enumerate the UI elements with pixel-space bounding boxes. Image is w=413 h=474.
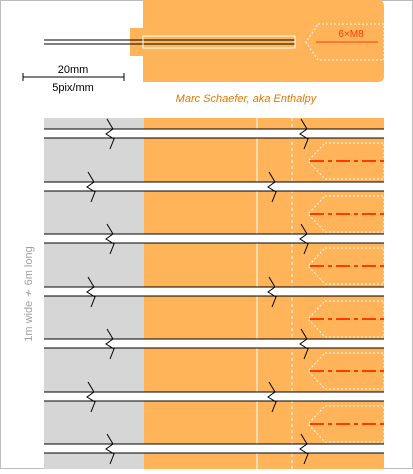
bolt-symbols bbox=[307, 142, 385, 443]
bar-strip bbox=[44, 234, 384, 243]
scale-length-label: 20mm bbox=[58, 64, 89, 76]
break-symbol bbox=[267, 381, 277, 413]
scale-ratio-label: 5pix/mm bbox=[52, 82, 94, 94]
break-symbol bbox=[267, 276, 277, 308]
joint-row bbox=[44, 223, 384, 255]
break-symbol bbox=[299, 118, 309, 150]
bolt-outline bbox=[307, 247, 385, 285]
bolt-outline bbox=[307, 300, 385, 338]
bar-end-detail: 6×M8 bbox=[44, 0, 385, 82]
break-symbol bbox=[299, 328, 309, 360]
author-credit: Marc Schaefer, aka Enthalpy bbox=[176, 93, 318, 105]
break-symbol bbox=[299, 433, 309, 465]
bar-strip bbox=[44, 287, 384, 296]
joint-row bbox=[44, 381, 384, 413]
joint-row bbox=[44, 118, 384, 150]
assembly bbox=[44, 118, 385, 469]
joint-row bbox=[44, 276, 384, 308]
bolt-symbol bbox=[307, 247, 385, 285]
bar-strip bbox=[44, 392, 384, 401]
break-symbol bbox=[105, 118, 115, 150]
break-symbol bbox=[267, 171, 277, 203]
break-symbol bbox=[105, 328, 115, 360]
scale-bar: 20mm 5pix/mm bbox=[22, 64, 125, 94]
joint-row bbox=[44, 171, 384, 203]
bar-slot-outline bbox=[142, 35, 296, 49]
break-symbol bbox=[86, 171, 96, 203]
break-symbol bbox=[86, 276, 96, 308]
joint-rows bbox=[44, 118, 384, 465]
bolt-symbol bbox=[307, 405, 385, 443]
break-symbol bbox=[299, 223, 309, 255]
break-symbol bbox=[105, 223, 115, 255]
bar-strip bbox=[44, 339, 384, 348]
break-symbol bbox=[86, 381, 96, 413]
bar-strip bbox=[44, 182, 384, 191]
bolt-outline bbox=[307, 405, 385, 443]
bolt-symbol bbox=[307, 352, 385, 390]
bolt-symbol bbox=[307, 142, 385, 180]
joint-row bbox=[44, 433, 384, 465]
bar-end-plate bbox=[130, 0, 384, 82]
bolt-outline bbox=[307, 195, 385, 233]
bolt-outline bbox=[307, 142, 385, 180]
bar-strip bbox=[44, 444, 384, 453]
bolt-symbol bbox=[307, 300, 385, 338]
side-dimension-label: 1m wide ≁ 6m long bbox=[23, 246, 35, 341]
break-symbol bbox=[105, 433, 115, 465]
bolt-pattern-outline bbox=[305, 23, 385, 61]
bolt-symbol bbox=[307, 195, 385, 233]
bolt-size-label: 6×M8 bbox=[338, 29, 364, 40]
joint-row bbox=[44, 328, 384, 360]
bolt-outline bbox=[307, 352, 385, 390]
bar-strip bbox=[44, 129, 384, 138]
